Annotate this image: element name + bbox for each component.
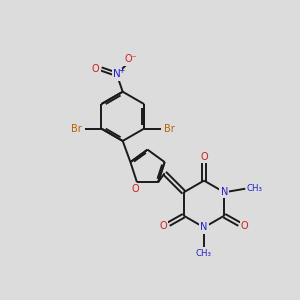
Text: O: O <box>160 221 167 231</box>
Text: N: N <box>220 187 228 197</box>
Text: O: O <box>132 184 139 194</box>
Text: N: N <box>200 222 208 233</box>
Text: +: + <box>118 66 124 75</box>
Text: O: O <box>241 221 248 231</box>
Text: Br: Br <box>71 124 82 134</box>
Text: O⁻: O⁻ <box>124 54 137 64</box>
Text: O: O <box>92 64 100 74</box>
Text: O: O <box>200 152 208 162</box>
Text: N: N <box>113 69 121 79</box>
Text: CH₃: CH₃ <box>196 249 212 258</box>
Text: Br: Br <box>164 124 174 134</box>
Text: CH₃: CH₃ <box>247 184 263 193</box>
